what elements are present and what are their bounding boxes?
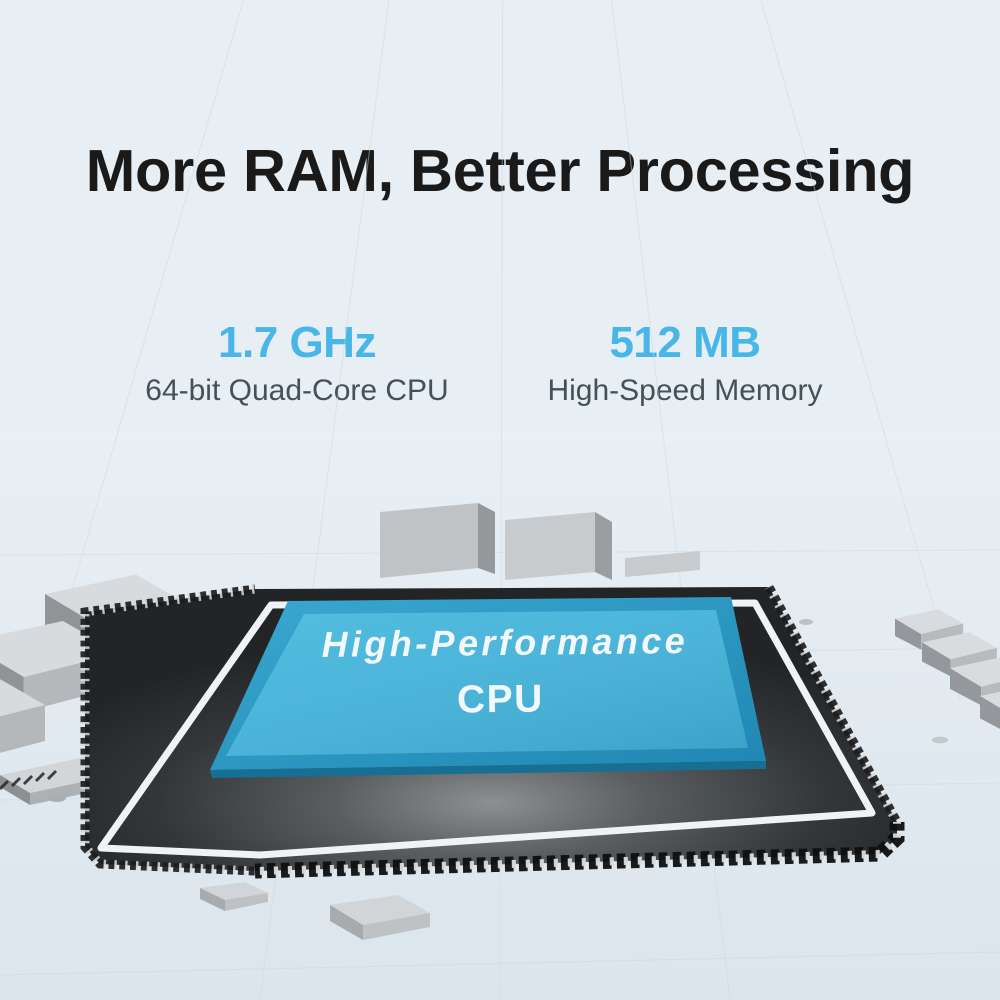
svg-text:High-Performance: High-Performance (321, 620, 688, 665)
svg-text:CPU: CPU (457, 678, 544, 722)
